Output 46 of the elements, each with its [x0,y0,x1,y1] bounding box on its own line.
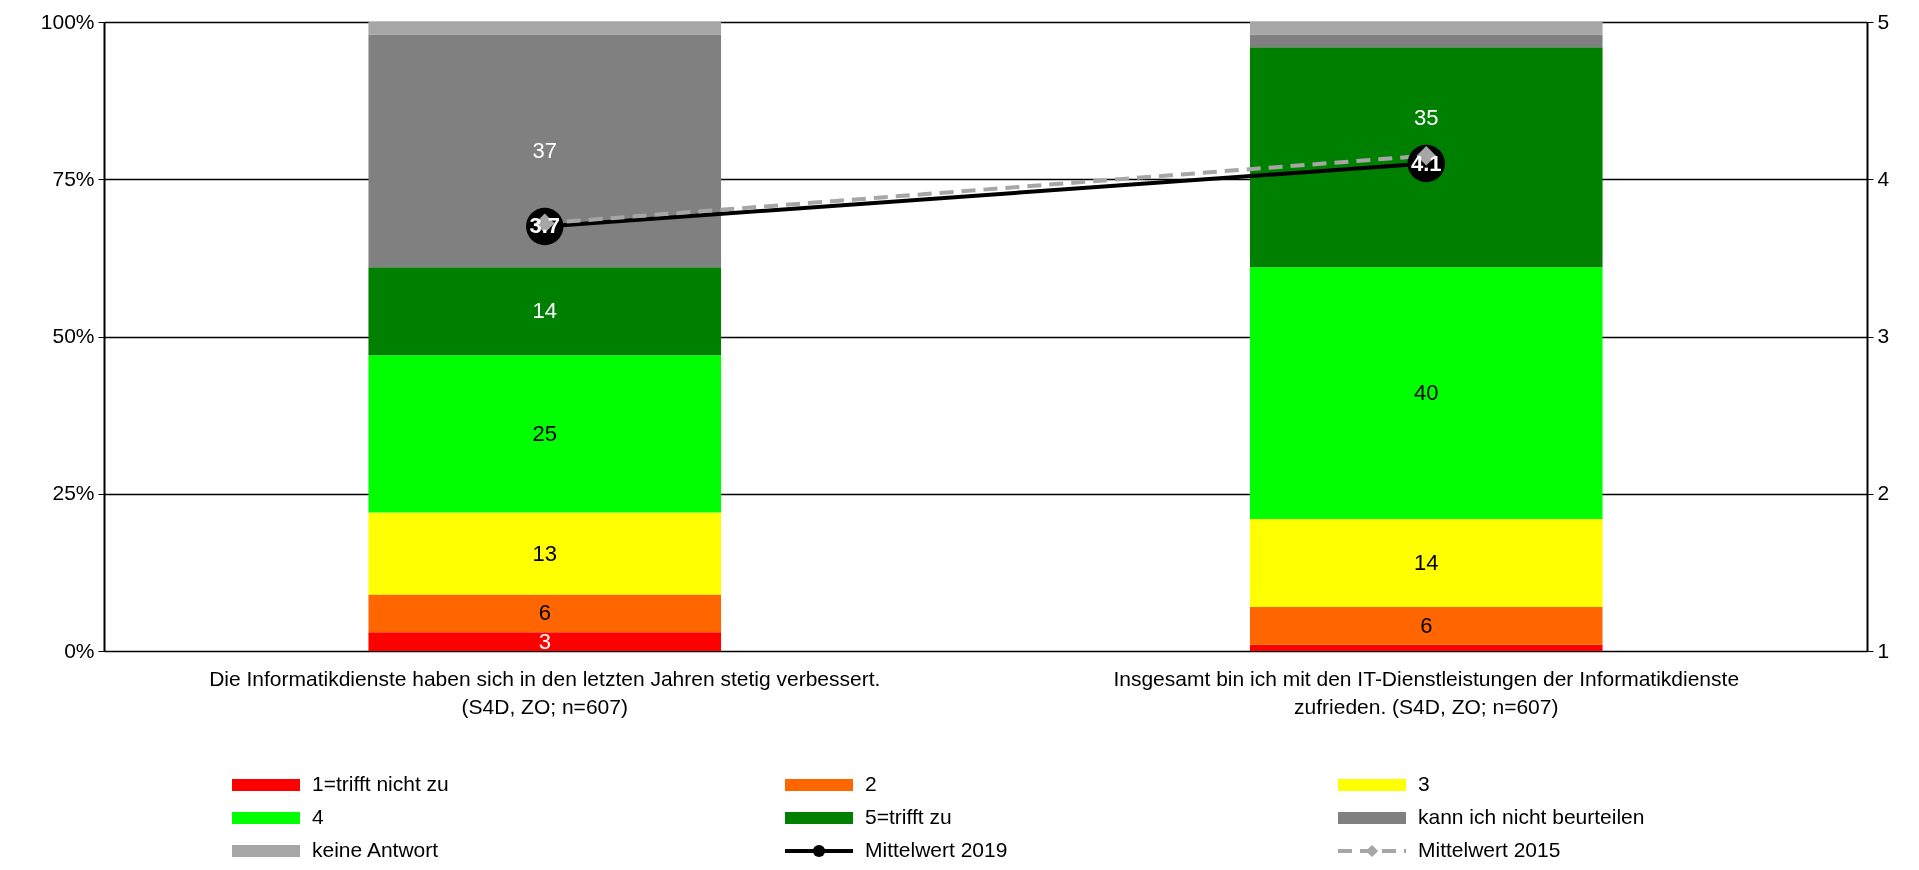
bar [1249,47,1603,268]
bar [1249,644,1603,651]
legend-label: 2 [865,772,877,795]
data-label: 14 [1414,549,1439,575]
bar [1249,518,1603,607]
data-label: 14 [532,298,557,324]
y-tick-label: 75% [52,166,95,190]
legend-label: 1=trifft nicht zu [312,772,449,795]
legend-label: 4 [312,805,324,828]
data-label: 37 [532,137,557,163]
legend-label: Mittelwert 2019 [865,838,1008,861]
y-tick-label: 100% [40,9,95,33]
bar [368,34,722,268]
y-tick-label: 50% [52,324,95,347]
bar [1249,267,1603,519]
bar [1249,34,1603,48]
legend-label: Mittelwert 2015 [1418,838,1561,861]
data-label: 25 [532,420,557,446]
y2-tick-label: 1 [1877,638,1890,662]
data-label: 6 [1420,612,1433,638]
y2-tick-label: 4 [1877,166,1890,190]
y2-tick-label: 5 [1877,9,1890,33]
bar [368,355,722,513]
bar [368,594,722,633]
data-label: 13 [532,540,557,566]
legend-label: keine Antwort [312,838,439,861]
data-label: 3 [538,628,551,654]
bar [368,632,722,651]
y-tick-label: 25% [52,481,95,505]
legend-label: kann ich nicht beurteilen [1418,805,1645,828]
data-label: 4.1 [1410,150,1442,176]
bar [1249,22,1603,35]
legend-label: 3 [1418,772,1430,795]
y2-tick-label: 3 [1877,324,1890,347]
data-label: 40 [1414,380,1439,406]
bar [368,22,722,35]
bar [1249,606,1603,645]
y-tick-label: 0% [64,638,95,662]
bar [368,512,722,595]
bar [368,267,722,356]
y2-tick-label: 2 [1877,481,1890,505]
data-label: 35 [1414,104,1439,130]
data-label: 6 [538,600,551,626]
x-tick-label: Insgesamt bin ich mit den IT-Dienstleistungen der Informatikdienste zufrieden. (S4D, ZO; n=607) [1113,667,1740,718]
x-tick-label: Die Informatikdienste haben sich in den letzten Jahren stetig verbessert. (S4D, ZO; n=607) [209,667,881,718]
legend-label: 5=trifft zu [865,805,952,828]
